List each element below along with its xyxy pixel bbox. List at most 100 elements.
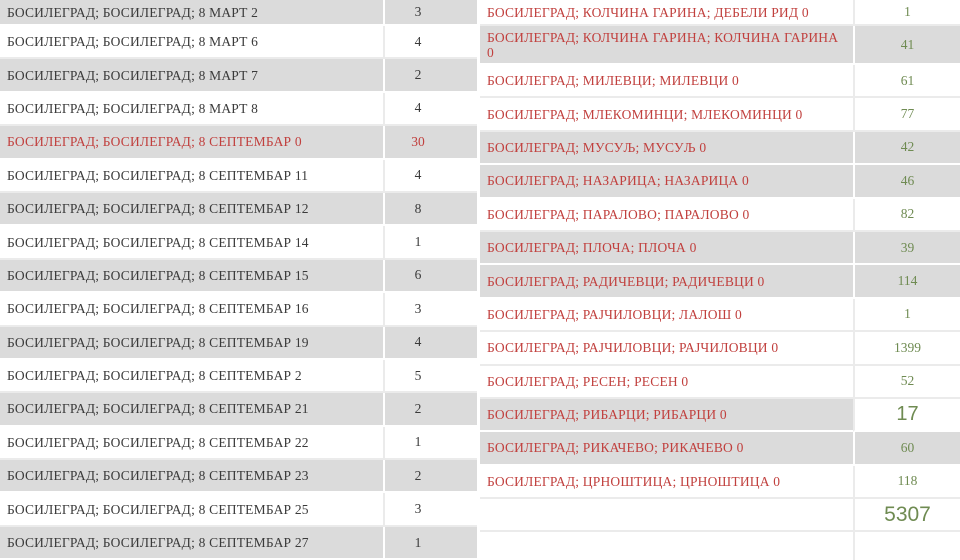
cell-label[interactable]: БОСИЛЕГРАД; БОСИЛЕГРАД; 8 СЕПТЕМБАР 23 [0,460,383,494]
cell-label[interactable]: БОСИЛЕГРАД; БОСИЛЕГРАД; 8 СЕПТЕМБАР 19 [0,326,383,360]
cell-value[interactable]: 82 [853,198,960,232]
cell-label[interactable]: БОСИЛЕГРАД; ПЛОЧА; ПЛОЧА 0 [480,231,853,266]
cell-value[interactable]: 8 [383,192,477,227]
cell-label[interactable]: БОСИЛЕГРАД; КОЛЧИНА ГАРИНА; ДЕБЕЛИ РИД 0 [480,0,853,26]
cell-label[interactable]: БОСИЛЕГРАД; МИЛЕВЦИ; МИЛЕВЦИ 0 [480,65,853,99]
cell-value[interactable]: 1 [383,226,477,260]
cell-value[interactable]: 30 [383,126,477,160]
cell-value[interactable]: 52 [853,365,960,399]
cell-value[interactable]: 77 [853,98,960,132]
cell-value[interactable]: 46 [853,165,960,199]
table-row: БОСИЛЕГРАД; БОСИЛЕГРАД; 8 СЕПТЕМБАР 22 1 [0,426,477,461]
cell-value[interactable]: 2 [383,460,477,494]
table-row: БОСИЛЕГРАД; ПАРАЛОВО; ПАРАЛОВО 0 82 [480,198,960,232]
cell-value[interactable]: 3 [383,493,477,527]
table-row: БОСИЛЕГРАД; БОСИЛЕГРАД; 8 МАРТ 6 4 [0,26,477,60]
cell-label[interactable]: БОСИЛЕГРАД; РЕСЕН; РЕСЕН 0 [480,366,853,399]
left-table: БОСИЛЕГРАД; БОСИЛЕГРАД; 8 МАРТ 2 3 БОСИЛ… [0,0,477,560]
table-row: БОСИЛЕГРАД; БОСИЛЕГРАД; 8 СЕПТЕМБАР 25 3 [0,493,477,527]
table-row: БОСИЛЕГРАД; МИЛЕВЦИ; МИЛЕВЦИ 0 61 [480,65,960,99]
cell-value[interactable]: 4 [383,159,477,193]
cell-label[interactable]: БОСИЛЕГРАД; БОСИЛЕГРАД; 8 СЕПТЕМБАР 21 [0,393,383,427]
cell-value[interactable]: 3 [383,0,477,26]
cell-value[interactable]: 1 [383,526,477,560]
table-row: БОСИЛЕГРАД; БОСИЛЕГРАД; 8 СЕПТЕМБАР 0 30 [0,126,477,160]
cell-label[interactable]: БОСИЛЕГРАД; КОЛЧИНА ГАРИНА; КОЛЧИНА ГАРИ… [480,26,853,65]
table-row: БОСИЛЕГРАД; БОСИЛЕГРАД; 8 МАРТ 8 4 [0,92,477,127]
table-row: БОСИЛЕГРАД; БОСИЛЕГРАД; 8 СЕПТЕМБАР 11 4 [0,159,477,193]
cell-label[interactable]: БОСИЛЕГРАД; МУСУЉ; МУСУЉ 0 [480,131,853,166]
table-row: БОСИЛЕГРАД; РАЈЧИЛОВЦИ; РАЈЧИЛОВЦИ 0 139… [480,332,960,366]
cell-value[interactable] [853,532,960,560]
cell-label[interactable]: БОСИЛЕГРАД; БОСИЛЕГРАД; 8 МАРТ 7 [0,59,383,93]
cell-label[interactable]: БОСИЛЕГРАД; МЛЕКОМИНЦИ; МЛЕКОМИНЦИ 0 [480,98,853,132]
cell-label[interactable]: БОСИЛЕГРАД; БОСИЛЕГРАД; 8 СЕПТЕМБАР 2 [0,360,383,394]
cell-label[interactable] [480,499,853,533]
table-row: БОСИЛЕГРАД; НАЗАРИЦА; НАЗАРИЦА 0 46 [480,165,960,199]
table-row: БОСИЛЕГРАД; БОСИЛЕГРАД; 8 МАРТ 2 3 [0,0,477,26]
cell-label[interactable]: БОСИЛЕГРАД; БОСИЛЕГРАД; 8 СЕПТЕМБАР 12 [0,192,383,227]
cell-value[interactable]: 5307 [853,499,960,533]
cell-label[interactable]: БОСИЛЕГРАД; БОСИЛЕГРАД; 8 СЕПТЕМБАР 22 [0,427,383,461]
table-row: БОСИЛЕГРАД; МЛЕКОМИНЦИ; МЛЕКОМИНЦИ 0 77 [480,98,960,132]
cell-label[interactable] [480,532,853,560]
cell-value[interactable]: 1 [383,426,477,461]
table-row: БОСИЛЕГРАД; БОСИЛЕГРАД; 8 СЕПТЕМБАР 21 2 [0,393,477,427]
table-row: БОСИЛЕГРАД; ЦРНОШТИЦА; ЦРНОШТИЦА 0 118 [480,465,960,500]
cell-value[interactable]: 41 [853,26,960,65]
table-row: БОСИЛЕГРАД; РАЈЧИЛОВЦИ; ЛАЛОШ 0 1 [480,298,960,333]
table-row: БОСИЛЕГРАД; БОСИЛЕГРАД; 8 СЕПТЕМБАР 23 2 [0,460,477,494]
cell-value[interactable]: 5 [383,359,477,394]
cell-label[interactable]: БОСИЛЕГРАД; РАДИЧЕВЦИ; РАДИЧЕВЦИ 0 [480,265,853,299]
table-row: БОСИЛЕГРАД; РАДИЧЕВЦИ; РАДИЧЕВЦИ 0 114 [480,265,960,299]
table-row: БОСИЛЕГРАД; ПЛОЧА; ПЛОЧА 0 39 [480,231,960,266]
cell-value[interactable]: 2 [383,59,477,93]
table-row: БОСИЛЕГРАД; КОЛЧИНА ГАРИНА; ДЕБЕЛИ РИД 0… [480,0,960,26]
cell-value[interactable]: 2 [383,393,477,427]
cell-label[interactable]: БОСИЛЕГРАД; БОСИЛЕГРАД; 8 СЕПТЕМБАР 25 [0,493,383,527]
cell-value[interactable]: 42 [853,131,960,166]
table-row: БОСИЛЕГРАД; РИБАРЦИ; РИБАРЦИ 0 17 [480,398,960,433]
cell-label[interactable]: БОСИЛЕГРАД; РАЈЧИЛОВЦИ; РАЈЧИЛОВЦИ 0 [480,332,853,366]
cell-value[interactable]: 118 [853,465,960,500]
cell-label[interactable]: БОСИЛЕГРАД; БОСИЛЕГРАД; 8 МАРТ 8 [0,93,383,127]
cell-value[interactable]: 1 [853,298,960,333]
cell-label[interactable]: БОСИЛЕГРАД; НАЗАРИЦА; НАЗАРИЦА 0 [480,165,853,199]
cell-value[interactable]: 61 [853,65,960,99]
cell-label[interactable]: БОСИЛЕГРАД; БОСИЛЕГРАД; 8 СЕПТЕМБАР 14 [0,226,383,260]
table-row: БОСИЛЕГРАД; КОЛЧИНА ГАРИНА; КОЛЧИНА ГАРИ… [480,26,960,65]
cell-value[interactable]: 3 [383,293,477,327]
table-row: БОСИЛЕГРАД; БОСИЛЕГРАД; 8 МАРТ 7 2 [0,59,477,93]
cell-label[interactable]: БОСИЛЕГРАД; РАЈЧИЛОВЦИ; ЛАЛОШ 0 [480,299,853,333]
table-row: БОСИЛЕГРАД; БОСИЛЕГРАД; 8 СЕПТЕМБАР 2 5 [0,359,477,394]
cell-value[interactable]: 4 [383,326,477,360]
table-row: БОСИЛЕГРАД; РЕСЕН; РЕСЕН 0 52 [480,365,960,399]
cell-value[interactable]: 114 [853,265,960,299]
cell-label[interactable]: БОСИЛЕГРАД; БОСИЛЕГРАД; 8 СЕПТЕМБАР 0 [0,126,383,160]
cell-label[interactable]: БОСИЛЕГРАД; БОСИЛЕГРАД; 8 СЕПТЕМБАР 16 [0,293,383,327]
cell-value[interactable]: 60 [853,432,960,466]
cell-label[interactable]: БОСИЛЕГРАД; ЦРНОШТИЦА; ЦРНОШТИЦА 0 [480,466,853,500]
cell-label[interactable]: БОСИЛЕГРАД; РИКАЧЕВО; РИКАЧЕВО 0 [480,432,853,466]
cell-value[interactable]: 17 [853,398,960,433]
cell-value[interactable]: 39 [853,231,960,266]
table-row: 5307 [480,499,960,533]
cell-label[interactable]: БОСИЛЕГРАД; БОСИЛЕГРАД; 8 МАРТ 6 [0,26,383,60]
right-table: БОСИЛЕГРАД; КОЛЧИНА ГАРИНА; ДЕБЕЛИ РИД 0… [480,0,960,560]
cell-label[interactable]: БОСИЛЕГРАД; БОСИЛЕГРАД; 8 МАРТ 2 [0,0,383,26]
cell-value[interactable]: 1 [853,0,960,26]
cell-value[interactable]: 4 [383,92,477,127]
cell-label[interactable]: БОСИЛЕГРАД; БОСИЛЕГРАД; 8 СЕПТЕМБАР 27 [0,526,383,560]
cell-label[interactable]: БОСИЛЕГРАД; БОСИЛЕГРАД; 8 СЕПТЕМБАР 15 [0,259,383,294]
cell-value[interactable]: 1399 [853,332,960,366]
cell-label[interactable]: БОСИЛЕГРАД; ПАРАЛОВО; ПАРАЛОВО 0 [480,199,853,232]
table-row: БОСИЛЕГРАД; БОСИЛЕГРАД; 8 СЕПТЕМБАР 12 8 [0,192,477,227]
cell-label[interactable]: БОСИЛЕГРАД; БОСИЛЕГРАД; 8 СЕПТЕМБАР 11 [0,160,383,193]
cell-value[interactable]: 6 [383,259,477,294]
cell-value[interactable]: 4 [383,26,477,60]
cell-label[interactable]: БОСИЛЕГРАД; РИБАРЦИ; РИБАРЦИ 0 [480,398,853,433]
table-row [480,532,960,560]
table-row: БОСИЛЕГРАД; РИКАЧЕВО; РИКАЧЕВО 0 60 [480,432,960,466]
table-row: БОСИЛЕГРАД; БОСИЛЕГРАД; 8 СЕПТЕМБАР 14 1 [0,226,477,260]
